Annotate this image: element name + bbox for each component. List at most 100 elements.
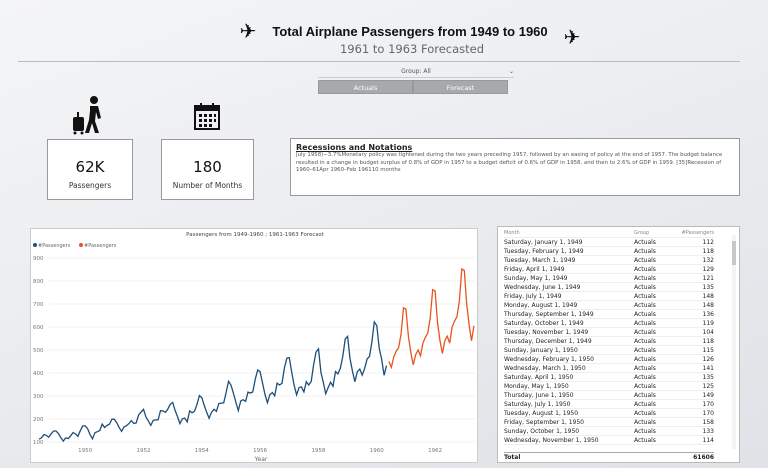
forecast-button[interactable]: Forecast bbox=[413, 80, 508, 94]
notes-panel: Recessions and Notations July 1958)−3.7%… bbox=[290, 138, 740, 196]
cell-group: Actuals bbox=[634, 347, 656, 354]
table-row[interactable]: Thursday, December 1, 1949 Actuals 118 bbox=[504, 337, 714, 346]
cell-group: Actuals bbox=[634, 374, 656, 381]
cell-passengers: 104 bbox=[702, 329, 714, 336]
table-row[interactable]: Tuesday, March 1, 1949 Actuals 132 bbox=[504, 256, 714, 265]
notes-text: July 1958)−3.7%Monetary policy was tight… bbox=[296, 152, 723, 173]
legend-label-forecast[interactable]: #Passengers bbox=[84, 243, 117, 249]
table-row[interactable]: Saturday, October 1, 1949 Actuals 119 bbox=[504, 319, 714, 328]
table-scrollbar[interactable] bbox=[732, 235, 736, 449]
cell-month: Wednesday, June 1, 1949 bbox=[504, 284, 581, 291]
table-row[interactable]: Monday, May 1, 1950 Actuals 125 bbox=[504, 382, 714, 391]
months-card: 180 Number of Months bbox=[161, 139, 254, 200]
airplane-icon: ✈ bbox=[239, 19, 257, 43]
x-tick-label: 1952 bbox=[136, 448, 150, 454]
table-row[interactable]: Wednesday, November 1, 1950 Actuals 114 bbox=[504, 436, 714, 445]
calendar-icon bbox=[194, 102, 220, 134]
cell-month: Friday, April 1, 1949 bbox=[504, 266, 565, 273]
actuals-button[interactable]: Actuals bbox=[318, 80, 413, 94]
cell-passengers: 129 bbox=[702, 266, 714, 273]
group-filter-dropdown[interactable]: Group: All ⌄ bbox=[318, 68, 514, 78]
table-row[interactable]: Friday, July 1, 1949 Actuals 148 bbox=[504, 292, 714, 301]
cell-month: Friday, July 1, 1949 bbox=[504, 293, 562, 300]
table-row[interactable]: Wednesday, February 1, 1950 Actuals 126 bbox=[504, 355, 714, 364]
cell-group: Actuals bbox=[634, 419, 656, 426]
cell-group: Actuals bbox=[634, 329, 656, 336]
divider bbox=[18, 61, 740, 62]
table-row[interactable]: Monday, August 1, 1949 Actuals 148 bbox=[504, 301, 714, 310]
column-header-group[interactable]: Group bbox=[634, 230, 650, 236]
cell-passengers: 158 bbox=[702, 419, 714, 426]
total-label: Total bbox=[504, 454, 521, 461]
table-row[interactable]: Tuesday, August 1, 1950 Actuals 170 bbox=[504, 409, 714, 418]
table-row[interactable]: Tuesday, February 1, 1949 Actuals 118 bbox=[504, 247, 714, 256]
table-row[interactable]: Wednesday, March 1, 1950 Actuals 141 bbox=[504, 364, 714, 373]
table-row[interactable]: Friday, September 1, 1950 Actuals 158 bbox=[504, 418, 714, 427]
cell-month: Wednesday, November 1, 1950 bbox=[504, 437, 599, 444]
legend-marker-forecast bbox=[79, 243, 83, 247]
cell-group: Actuals bbox=[634, 401, 656, 408]
cell-group: Actuals bbox=[634, 338, 656, 345]
table-row[interactable]: Friday, April 1, 1949 Actuals 129 bbox=[504, 265, 714, 274]
cell-group: Actuals bbox=[634, 311, 656, 318]
cell-passengers: 148 bbox=[702, 302, 714, 309]
cell-month: Saturday, October 1, 1949 bbox=[504, 320, 584, 327]
x-axis-label: Year bbox=[254, 456, 268, 463]
actuals-series-line[interactable] bbox=[38, 320, 388, 443]
page-subtitle: 1961 to 1963 Forecasted bbox=[339, 42, 485, 56]
chart-title: Passengers from 1949-1960 ; 1961-1963 Fo… bbox=[186, 232, 325, 238]
passengers-card: 62K Passengers bbox=[47, 139, 133, 200]
cell-passengers: 148 bbox=[702, 293, 714, 300]
cell-month: Wednesday, March 1, 1950 bbox=[504, 365, 586, 372]
y-tick-label: 500 bbox=[33, 348, 44, 354]
cell-group: Actuals bbox=[634, 284, 656, 291]
forecast-series-line[interactable] bbox=[388, 267, 475, 370]
table-row[interactable]: Thursday, September 1, 1949 Actuals 136 bbox=[504, 310, 714, 319]
table-row[interactable]: Sunday, May 1, 1949 Actuals 121 bbox=[504, 274, 714, 283]
cell-group: Actuals bbox=[634, 392, 656, 399]
y-tick-label: 900 bbox=[33, 256, 44, 262]
total-value: 61606 bbox=[693, 454, 714, 461]
cell-group: Actuals bbox=[634, 293, 656, 300]
cell-month: Saturday, April 1, 1950 bbox=[504, 374, 574, 381]
cell-month: Sunday, January 1, 1950 bbox=[504, 347, 578, 354]
x-tick-label: 1960 bbox=[370, 448, 384, 454]
scrollbar-thumb[interactable] bbox=[732, 241, 736, 265]
cell-passengers: 121 bbox=[702, 275, 714, 282]
table-row[interactable]: Sunday, January 1, 1950 Actuals 115 bbox=[504, 346, 714, 355]
column-header-month[interactable]: Month bbox=[504, 230, 520, 236]
x-tick-label: 1958 bbox=[311, 448, 325, 454]
cell-passengers: 125 bbox=[702, 383, 714, 390]
cell-group: Actuals bbox=[634, 248, 656, 255]
line-chart: Passengers from 1949-1960 ; 1961-1963 Fo… bbox=[33, 232, 475, 463]
cell-group: Actuals bbox=[634, 428, 656, 435]
table-row[interactable]: Sunday, October 1, 1950 Actuals 133 bbox=[504, 427, 714, 436]
table-row[interactable]: Saturday, January 1, 1949 Actuals 112 bbox=[504, 238, 714, 247]
cell-passengers: 118 bbox=[702, 248, 714, 255]
column-header-passengers[interactable]: #Passengers bbox=[681, 230, 714, 236]
cell-passengers: 133 bbox=[702, 428, 714, 435]
cell-passengers: 136 bbox=[702, 311, 714, 318]
x-tick-label: 1956 bbox=[253, 448, 267, 454]
cell-group: Actuals bbox=[634, 410, 656, 417]
cell-passengers: 119 bbox=[702, 320, 714, 327]
table-row[interactable]: Saturday, July 1, 1950 Actuals 170 bbox=[504, 400, 714, 409]
legend-label-actuals[interactable]: #Passengers bbox=[38, 243, 71, 249]
cell-month: Tuesday, August 1, 1950 bbox=[504, 410, 579, 417]
cell-group: Actuals bbox=[634, 266, 656, 273]
passengers-table: Month Group #Passengers Saturday, Januar… bbox=[497, 226, 740, 463]
y-tick-label: 400 bbox=[33, 371, 44, 377]
x-tick-label: 1950 bbox=[78, 448, 92, 454]
cell-month: Sunday, October 1, 1950 bbox=[504, 428, 580, 435]
table-row[interactable]: Tuesday, November 1, 1949 Actuals 104 bbox=[504, 328, 714, 337]
cell-month: Thursday, September 1, 1949 bbox=[504, 311, 594, 318]
cell-group: Actuals bbox=[634, 275, 656, 282]
cell-month: Saturday, July 1, 1950 bbox=[504, 401, 571, 408]
table-row[interactable]: Thursday, June 1, 1950 Actuals 149 bbox=[504, 391, 714, 400]
table-row[interactable]: Saturday, April 1, 1950 Actuals 135 bbox=[504, 373, 714, 382]
cell-group: Actuals bbox=[634, 320, 656, 327]
table-row[interactable]: Wednesday, June 1, 1949 Actuals 135 bbox=[504, 283, 714, 292]
airplane-icon: ✈ bbox=[563, 25, 581, 49]
cell-month: Thursday, December 1, 1949 bbox=[504, 338, 592, 345]
cell-month: Tuesday, March 1, 1949 bbox=[504, 257, 576, 264]
